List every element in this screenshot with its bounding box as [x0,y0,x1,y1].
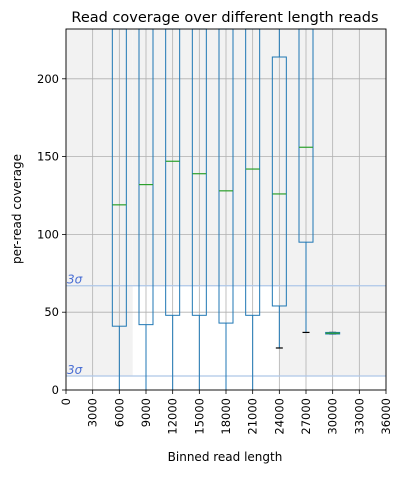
x-tick-label: 36000 [379,398,393,435]
threshold-label-1: 3σ [67,363,83,377]
x-tick-label: 33000 [352,398,366,435]
y-tick-label: 100 [37,227,59,241]
axes-frame [65,28,387,391]
x-tick-label: 15000 [192,398,206,435]
x-tick-label: 30000 [326,398,340,435]
x-tick-label: 12000 [166,398,180,435]
x-tick-label: 9000 [139,398,153,427]
y-tick-label: 0 [52,383,59,397]
x-tick-label: 18000 [219,398,233,435]
box-body-6 [271,56,287,307]
y-tick-label: 200 [37,72,59,86]
threshold-label-0: 3σ [67,273,83,287]
x-axis-label: Binned read length [168,450,283,464]
plot-area: 0 3000 6000 9000 12000 15000 18000 21000 24000 27… [37,28,393,435]
shaded-region-0 [66,29,133,376]
y-tick-label: 150 [37,150,59,164]
y-tick-label: 50 [44,305,59,319]
x-tick-label: 6000 [112,398,126,427]
x-tick-label: 24000 [272,398,286,435]
x-tick-label: 21000 [246,398,260,435]
x-tick-label: 27000 [299,398,313,435]
chart-title: Read coverage over different length read… [71,10,378,26]
y-axis-label: per-read coverage [10,154,24,264]
x-tick-label: 0 [59,398,73,405]
x-tick-label: 3000 [86,398,100,427]
